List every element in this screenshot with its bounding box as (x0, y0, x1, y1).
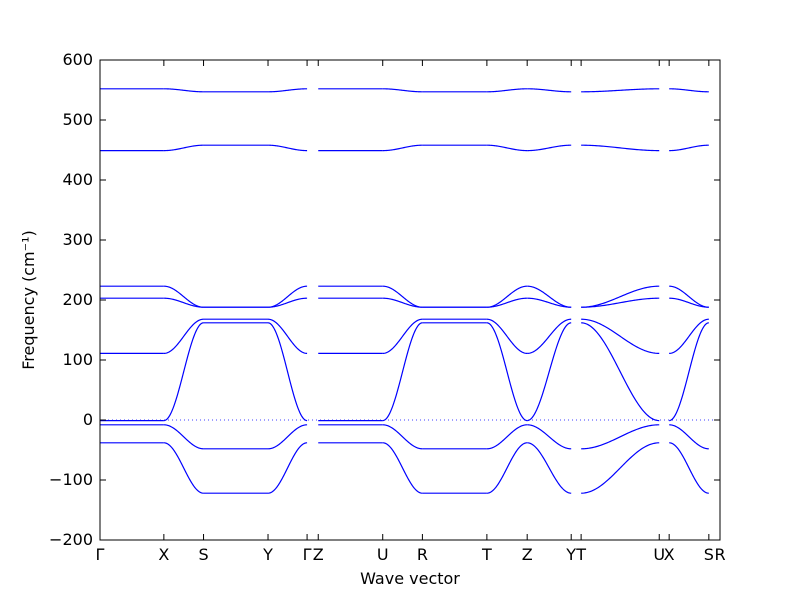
phonon-band-line (669, 297, 709, 308)
phonon-band-line (581, 442, 660, 494)
y-tick-label: 100 (62, 350, 93, 369)
phonon-band-line (669, 442, 709, 494)
phonon-band-line (581, 297, 660, 308)
phonon-band-line (163, 297, 204, 308)
x-tick-label: Y (262, 545, 273, 564)
phonon-band-line (669, 318, 709, 354)
y-tick-label: 0 (83, 410, 93, 429)
phonon-band-line (486, 88, 528, 93)
phonon-band-line (268, 297, 308, 308)
x-tick-label: U (377, 545, 389, 564)
phonon-band-line (268, 88, 308, 93)
plot-frame (99, 59, 721, 541)
y-axis-label: Frequency (cm⁻¹) (19, 230, 38, 369)
phonon-band-line (382, 144, 423, 152)
phonon-band-line (581, 318, 660, 354)
phonon-band-line (267, 442, 308, 494)
phonon-band-line (669, 285, 709, 308)
phonon-band-line (382, 424, 423, 450)
x-tick-label: Z (522, 545, 533, 564)
y-tick-label: 600 (62, 50, 93, 69)
phonon-band-line (581, 88, 660, 93)
phonon-band-line (268, 318, 308, 354)
x-tick-label: U (653, 545, 665, 564)
x-tick-label: Z (313, 545, 324, 564)
phonon-band-line (527, 297, 572, 308)
phonon-band-line (382, 322, 423, 422)
x-axis-label: Wave vector (360, 569, 460, 588)
x-tick-label: T (481, 545, 492, 564)
phonon-band-line (486, 318, 528, 354)
phonon-band-line (163, 285, 204, 308)
phonon-band-line (527, 144, 572, 152)
x-tick-label: Γ (303, 545, 312, 564)
x-tick-label: T (575, 545, 586, 564)
y-tick-label: 500 (62, 110, 93, 129)
phonon-band-line (527, 424, 572, 450)
phonon-band-line (527, 322, 572, 422)
phonon-band-line (581, 144, 660, 152)
phonon-band-line (382, 318, 423, 354)
phonon-band-line (669, 322, 709, 422)
phonon-band-line (163, 88, 204, 93)
phonon-band-line (669, 88, 709, 93)
phonon-band-line (669, 144, 709, 152)
phonon-band-line (268, 424, 308, 450)
y-tick-label: 200 (62, 290, 93, 309)
phonon-band-line (581, 285, 660, 308)
phonon-band-line (486, 297, 528, 308)
phonon-band-line (163, 144, 204, 152)
x-tick-label: S (198, 545, 208, 564)
phonon-band-line (486, 442, 528, 494)
phonon-band-line (581, 424, 660, 450)
phonon-band-line (163, 322, 204, 422)
y-tick-label: −100 (49, 470, 93, 489)
phonon-band-line (382, 442, 423, 494)
phonon-band-line (268, 285, 308, 308)
x-tick-label: X (158, 545, 169, 564)
phonon-band-line (527, 442, 572, 494)
x-tick-label: S (704, 545, 714, 564)
phonon-band-line (382, 285, 423, 308)
phonon-band-line (163, 318, 204, 354)
phonon-band-line (486, 322, 528, 422)
x-tick-label: Y (565, 545, 576, 564)
x-tick-label: Γ (96, 545, 105, 564)
phonon-band-line (527, 285, 572, 308)
phonon-band-line (486, 144, 528, 152)
phonon-band-line (268, 144, 308, 152)
phonon-band-line (267, 322, 308, 422)
x-tick-label: X (664, 545, 675, 564)
phonon-band-line (382, 88, 423, 93)
phonon-band-line (581, 322, 660, 422)
phonon-band-line (669, 424, 709, 450)
phonon-band-line (163, 442, 204, 494)
phonon-band-line (382, 297, 423, 308)
phonon-band-line (486, 424, 528, 450)
y-tick-label: 300 (62, 230, 93, 249)
phonon-band-line (486, 285, 528, 308)
phonon-band-line (527, 318, 572, 354)
x-tick-label: R (417, 545, 428, 564)
y-tick-label: −200 (49, 530, 93, 549)
x-tick-label: R (714, 545, 725, 564)
phonon-band-line (527, 88, 572, 93)
y-tick-label: 400 (62, 170, 93, 189)
phonon-band-line (163, 424, 204, 450)
